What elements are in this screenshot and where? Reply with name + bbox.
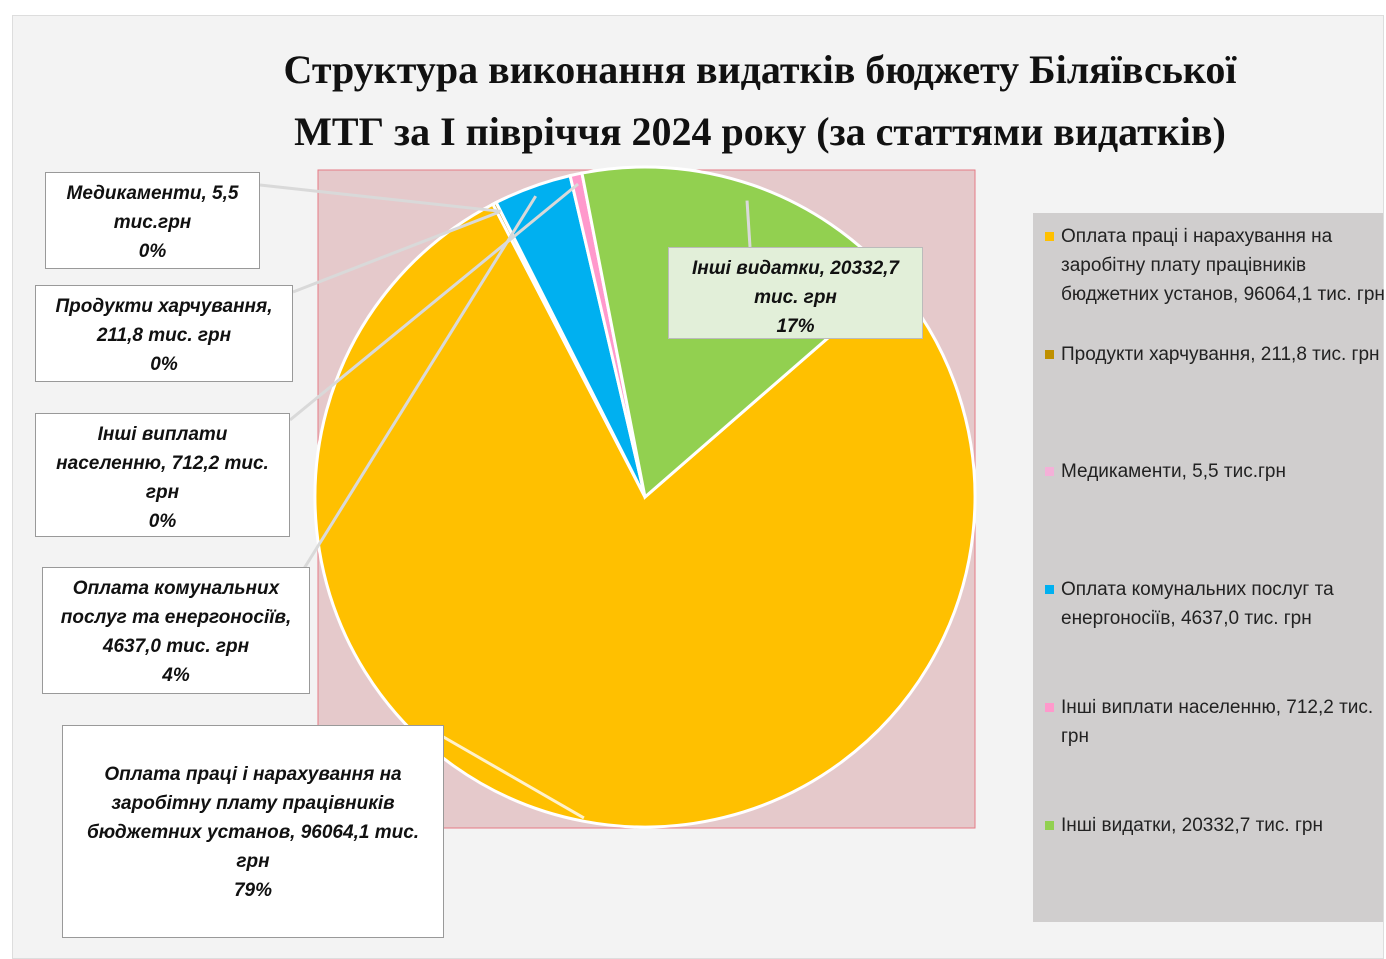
legend-item: Інші виплати населенню, 712,2 тис. грн <box>1045 693 1386 751</box>
leader-line <box>745 200 752 248</box>
legend-item: Інші видатки, 20332,7 тис. грн <box>1045 811 1386 840</box>
leader-line <box>289 182 580 422</box>
data-label-text: Інші виплати населенню, 712,2 тис. грн <box>56 424 269 503</box>
data-label: Медикаменти, 5,5 тис.грн 0% <box>45 172 260 269</box>
data-label-percent: 79% <box>233 880 273 901</box>
legend-swatch <box>1045 350 1054 359</box>
legend-label: Інші видатки, 20332,7 тис. грн <box>1061 815 1323 836</box>
legend-swatch <box>1045 232 1054 241</box>
legend-swatch <box>1045 703 1054 712</box>
data-label-text: Інші видатки, 20332,7 тис. грн <box>692 258 899 308</box>
legend-swatch <box>1045 467 1054 476</box>
leader-line <box>259 183 501 213</box>
data-label: Продукти харчування, 211,8 тис. грн 0% <box>35 285 293 382</box>
data-label-text: Оплата комунальних послуг та енергоносії… <box>60 578 292 657</box>
data-label: Інші виплати населенню, 712,2 тис. грн 0% <box>35 413 290 537</box>
chart-title: Структура виконання видатків бюджету Біл… <box>283 47 1237 92</box>
legend-item: Продукти харчування, 211,8 тис. грн <box>1045 340 1386 369</box>
data-label-percent: 0% <box>150 354 178 375</box>
leader-line <box>298 195 537 576</box>
legend-label: Оплата праці і нарахування на заробітну … <box>1061 226 1385 305</box>
legend-label: Оплата комунальних послуг та енергоносії… <box>1061 579 1334 629</box>
chart-title: МТГ за І півріччя 2024 року (за статтями… <box>294 109 1226 154</box>
data-label-text: Продукти харчування, 211,8 тис. грн <box>55 296 273 346</box>
legend: Оплата праці і нарахування на заробітну … <box>1033 213 1386 922</box>
legend-label: Інші виплати населенню, 712,2 тис. грн <box>1061 697 1374 747</box>
data-label-text: Оплата праці і нарахування на заробітну … <box>86 764 420 872</box>
data-label: Інші видатки, 20332,7 тис. грн 17% <box>668 247 923 339</box>
data-label-percent: 0% <box>138 241 167 262</box>
data-label-percent: 0% <box>148 511 177 532</box>
leader-line <box>439 733 585 820</box>
legend-swatch <box>1045 585 1054 594</box>
data-label: Оплата комунальних послуг та енергоносії… <box>42 567 310 694</box>
leader-line <box>292 210 500 294</box>
pie-slice <box>313 202 977 829</box>
data-label: Оплата праці і нарахування на заробітну … <box>62 725 444 938</box>
legend-label: Продукти харчування, 211,8 тис. грн <box>1061 344 1380 365</box>
data-label-percent: 17% <box>776 316 815 337</box>
legend-item: Медикаменти, 5,5 тис.грн <box>1045 457 1386 486</box>
data-label-percent: 4% <box>162 665 190 686</box>
legend-item: Оплата праці і нарахування на заробітну … <box>1045 222 1386 309</box>
data-label-text: Медикаменти, 5,5 тис.грн <box>66 183 239 233</box>
legend-item: Оплата комунальних послуг та енергоносії… <box>1045 575 1386 633</box>
legend-swatch <box>1045 821 1054 830</box>
legend-label: Медикаменти, 5,5 тис.грн <box>1061 461 1286 482</box>
